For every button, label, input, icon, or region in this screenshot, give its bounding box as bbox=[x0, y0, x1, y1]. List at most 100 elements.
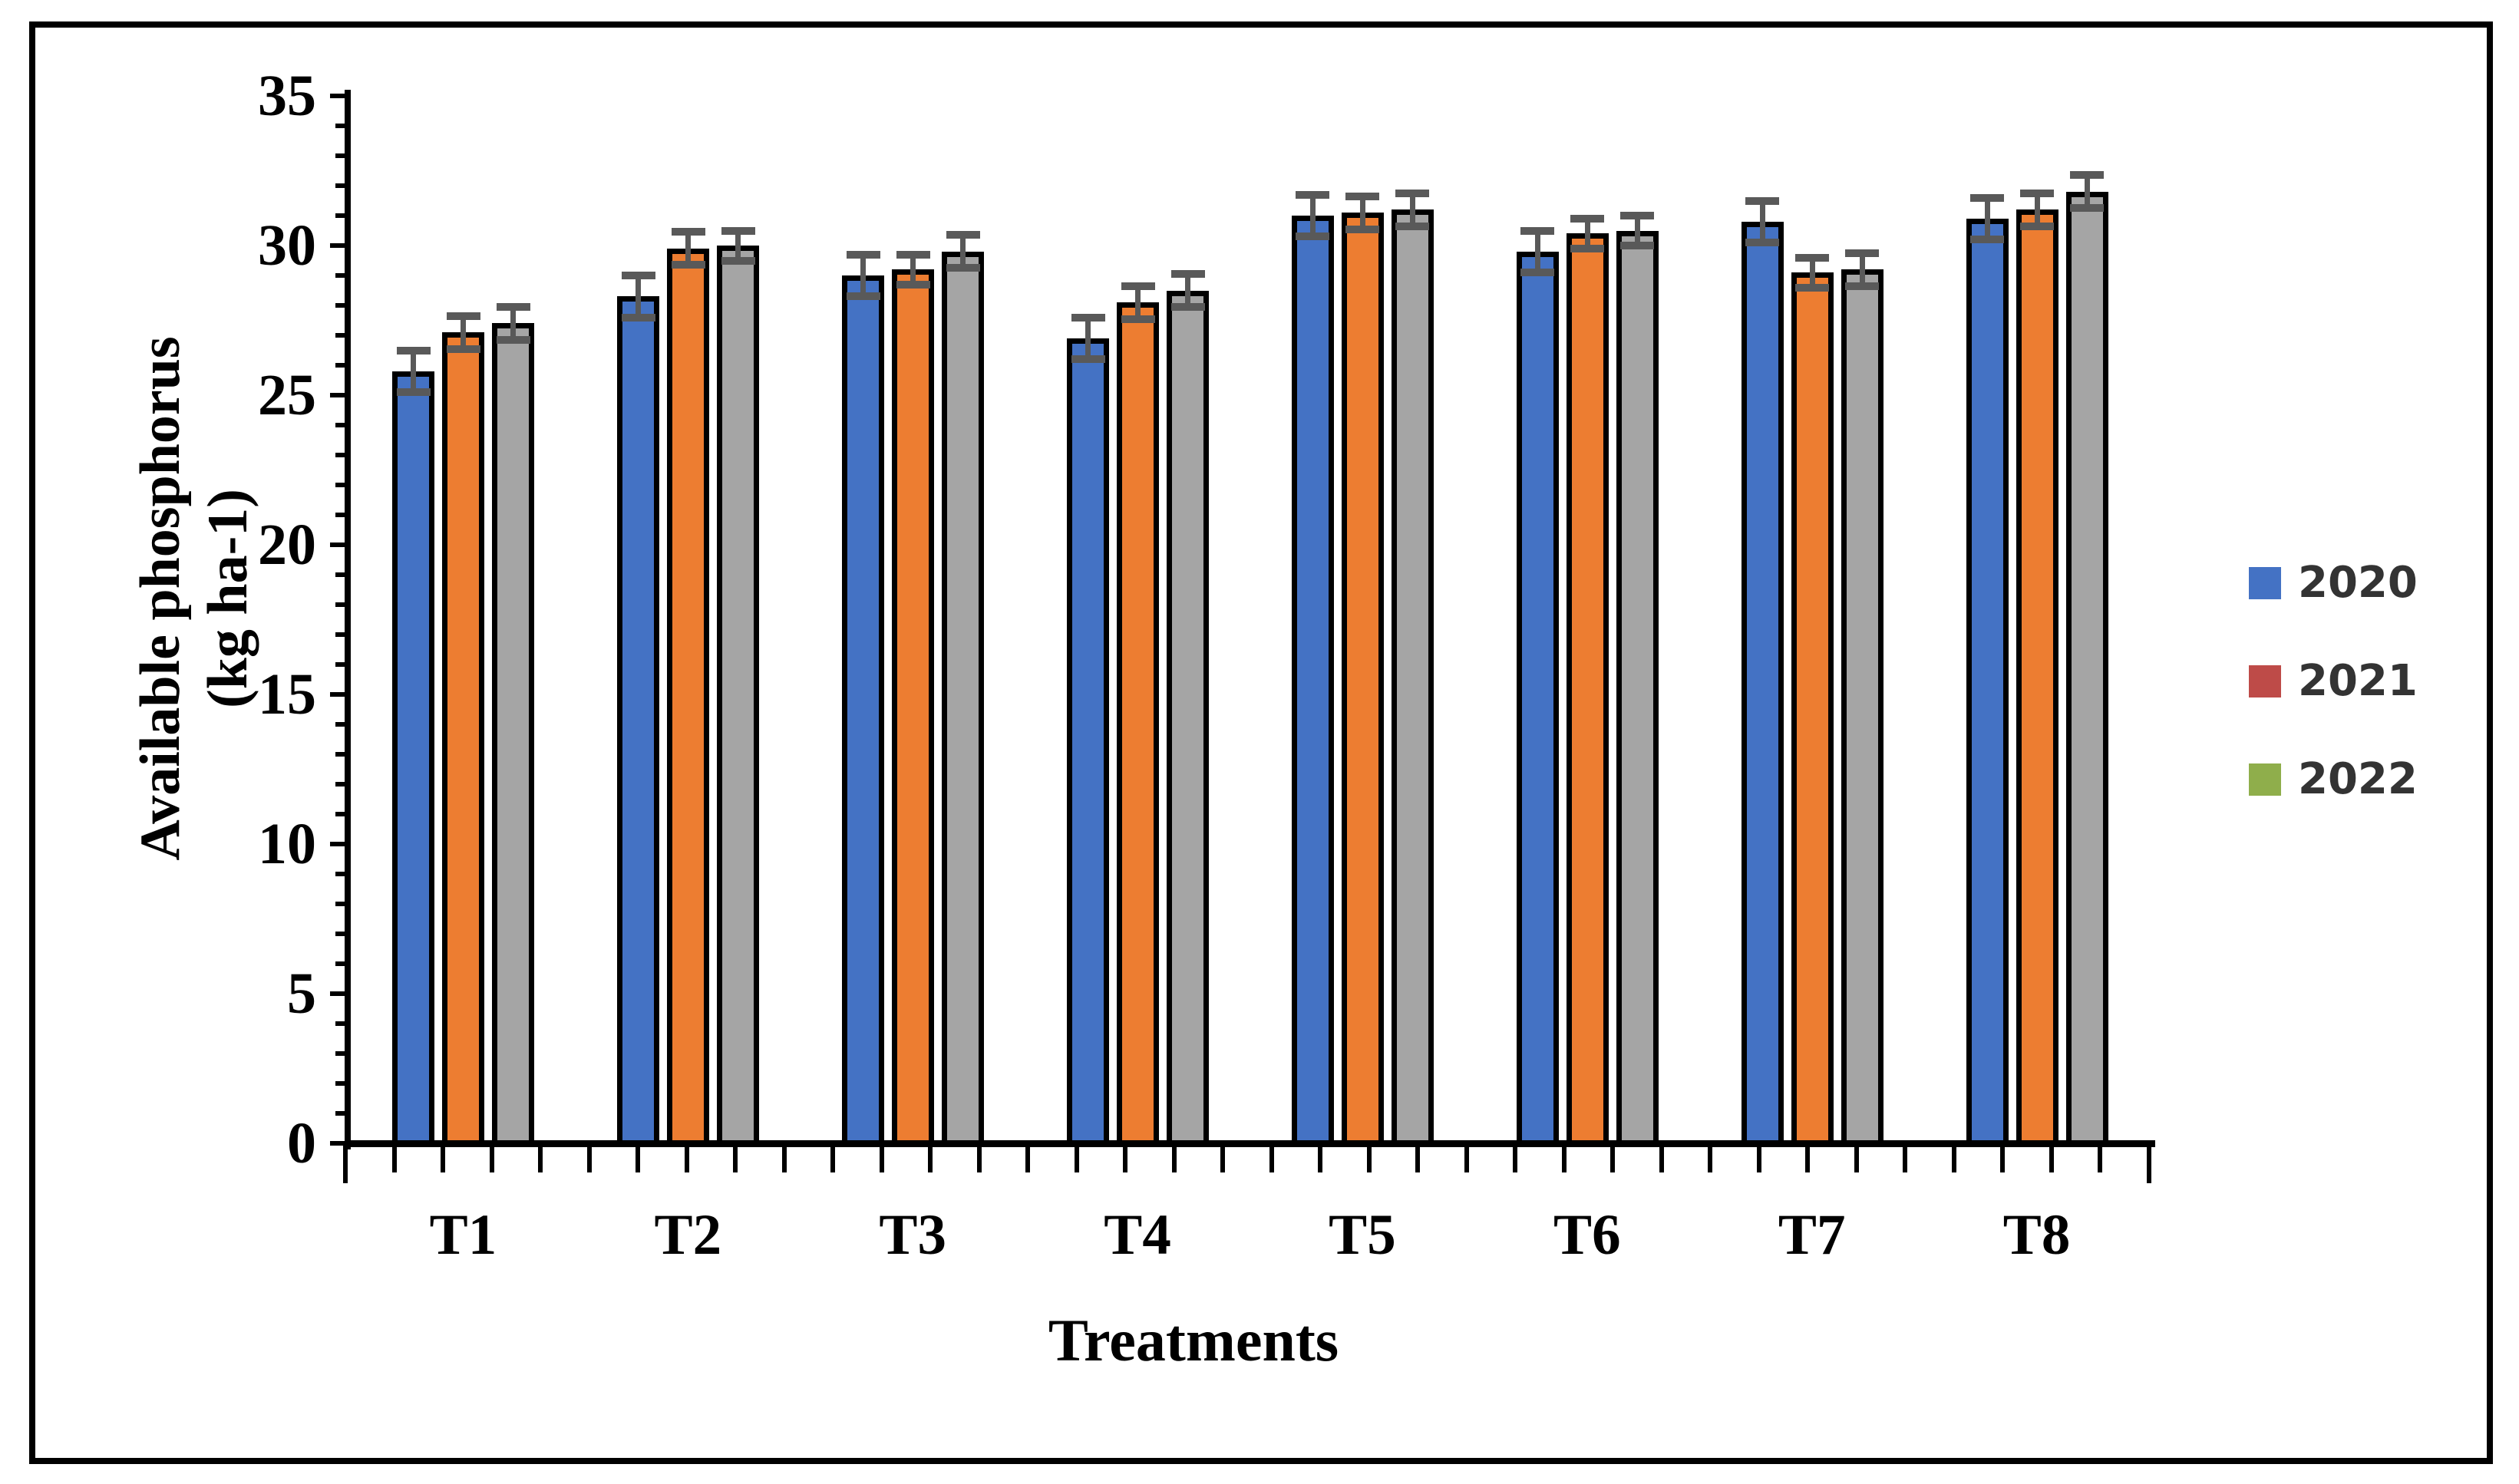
x-tick bbox=[1708, 1143, 1713, 1172]
x-axis-line bbox=[345, 1140, 2155, 1147]
y-minor-tick bbox=[335, 902, 351, 906]
error-bar-cap-bottom bbox=[446, 345, 480, 353]
x-tick bbox=[976, 1143, 982, 1172]
y-minor-tick bbox=[335, 483, 351, 487]
legend-label: 2020 bbox=[2298, 558, 2418, 608]
bar-2020-T7 bbox=[1741, 221, 1784, 1146]
legend-swatch-2021 bbox=[2249, 665, 2281, 697]
bar-2022-T1 bbox=[492, 323, 535, 1146]
error-bar-cap-bottom bbox=[1170, 302, 1205, 311]
y-axis-title-line2: (kg ha-1) bbox=[196, 489, 259, 708]
y-minor-tick bbox=[335, 153, 351, 158]
y-major-tick bbox=[330, 243, 351, 248]
error-bar-cap-bottom bbox=[1570, 244, 1605, 252]
category-label: T5 bbox=[1329, 1203, 1396, 1267]
category-label: T3 bbox=[879, 1203, 946, 1267]
y-minor-tick bbox=[335, 213, 351, 218]
error-bar-cap-top bbox=[846, 250, 880, 259]
y-minor-tick bbox=[335, 1081, 351, 1086]
bar-2021-T5 bbox=[1341, 213, 1384, 1146]
x-tick bbox=[1561, 1143, 1567, 1172]
bar-2020-T8 bbox=[1966, 218, 2009, 1146]
bar-2021-T3 bbox=[892, 269, 935, 1146]
y-minor-tick bbox=[335, 602, 351, 607]
y-minor-tick bbox=[335, 453, 351, 457]
x-tick bbox=[1123, 1143, 1128, 1172]
y-minor-tick bbox=[335, 1111, 351, 1116]
y-major-tick bbox=[330, 1141, 351, 1146]
error-bar-cap-top bbox=[1071, 313, 1105, 322]
error-bar-cap-bottom bbox=[1795, 283, 1830, 292]
x-tick bbox=[1025, 1143, 1031, 1172]
y-minor-tick bbox=[335, 961, 351, 966]
x-tick bbox=[586, 1143, 592, 1172]
x-tick bbox=[1318, 1143, 1323, 1172]
x-tick bbox=[1464, 1143, 1469, 1172]
x-tick bbox=[441, 1143, 446, 1172]
error-bar-cap-top bbox=[1520, 226, 1555, 235]
bar-2020-T5 bbox=[1291, 216, 1334, 1146]
legend-swatch-2020 bbox=[2249, 567, 2281, 599]
x-tick bbox=[1854, 1143, 1859, 1172]
error-bar-line bbox=[1135, 285, 1141, 319]
x-tick bbox=[1805, 1143, 1811, 1172]
x-tick bbox=[391, 1143, 397, 1172]
y-major-tick bbox=[330, 692, 351, 697]
error-bar-cap-bottom bbox=[671, 261, 705, 269]
error-bar-cap-top bbox=[896, 250, 930, 259]
error-bar-cap-bottom bbox=[496, 335, 530, 344]
error-bar-line bbox=[685, 232, 692, 265]
y-minor-tick bbox=[335, 1021, 351, 1026]
x-tick bbox=[2098, 1143, 2103, 1172]
x-axis-title: Treatments bbox=[1048, 1307, 1339, 1374]
category-label: T4 bbox=[1104, 1203, 1171, 1267]
legend-item-2021: 2021 bbox=[2249, 656, 2418, 706]
error-bar-cap-top bbox=[1795, 253, 1830, 262]
error-bar-line bbox=[735, 230, 741, 261]
legend-item-2020: 2020 bbox=[2249, 558, 2418, 608]
y-minor-tick bbox=[335, 872, 351, 876]
y-axis-title: Available phosphorus (kg ha-1) bbox=[127, 192, 265, 1005]
y-minor-tick bbox=[335, 124, 351, 128]
error-bar-cap-bottom bbox=[1345, 225, 1380, 233]
x-tick bbox=[733, 1143, 738, 1172]
error-bar-cap-bottom bbox=[1620, 242, 1655, 249]
legend-item-2022: 2022 bbox=[2249, 758, 2418, 801]
error-bar-line bbox=[1584, 218, 1590, 249]
bar-2022-T2 bbox=[717, 246, 760, 1146]
y-major-tick bbox=[330, 393, 351, 397]
y-tick-label: 30 bbox=[258, 213, 316, 278]
y-minor-tick bbox=[335, 632, 351, 637]
y-tick-label: 10 bbox=[258, 812, 316, 876]
x-tick bbox=[879, 1143, 884, 1172]
y-minor-tick bbox=[335, 812, 351, 816]
error-bar-cap-bottom bbox=[1121, 315, 1155, 323]
error-bar-cap-top bbox=[2070, 171, 2105, 180]
error-bar-line bbox=[411, 350, 417, 393]
bar-2022-T7 bbox=[1841, 269, 1883, 1146]
legend-label: 2021 bbox=[2298, 656, 2418, 706]
error-bar-line bbox=[1409, 193, 1415, 226]
x-tick bbox=[1074, 1143, 1079, 1172]
error-bar-line bbox=[1984, 197, 1990, 240]
y-minor-tick bbox=[335, 303, 351, 308]
error-bar-line bbox=[461, 315, 467, 349]
error-bar-cap-top bbox=[2020, 189, 2055, 197]
bar-2022-T6 bbox=[1616, 230, 1659, 1146]
error-bar-line bbox=[1809, 257, 1815, 288]
x-tick bbox=[538, 1143, 543, 1172]
error-bar-cap-bottom bbox=[2020, 222, 2055, 230]
category-label: T8 bbox=[2002, 1203, 2071, 1267]
legend-swatch-2022 bbox=[2249, 763, 2281, 796]
x-tick bbox=[2000, 1143, 2006, 1172]
error-bar-cap-top bbox=[1121, 282, 1155, 290]
error-bar-cap-bottom bbox=[2070, 204, 2105, 213]
category-label: T1 bbox=[429, 1203, 497, 1267]
error-bar-cap-bottom bbox=[1520, 269, 1555, 277]
y-minor-tick bbox=[335, 572, 351, 577]
x-tick bbox=[1756, 1143, 1761, 1172]
y-minor-tick bbox=[335, 932, 351, 936]
error-bar-cap-top bbox=[721, 226, 755, 235]
error-bar-line bbox=[2084, 175, 2090, 209]
